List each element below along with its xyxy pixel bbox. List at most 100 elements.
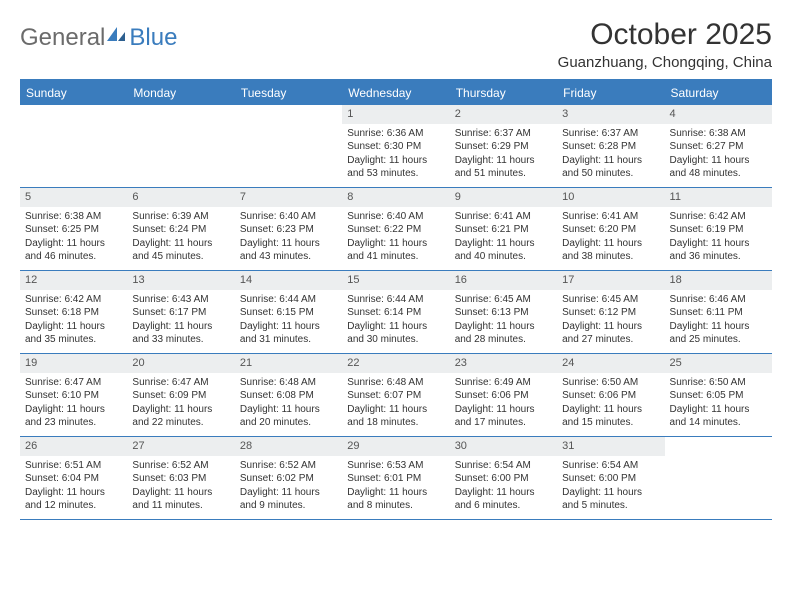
day-number: 31	[557, 437, 664, 456]
day-body: Sunrise: 6:43 AMSunset: 6:17 PMDaylight:…	[127, 290, 234, 352]
day-number: 22	[342, 354, 449, 373]
day-cell: 31Sunrise: 6:54 AMSunset: 6:00 PMDayligh…	[557, 437, 664, 519]
day-info-line: Sunrise: 6:45 AM	[562, 293, 659, 307]
day-info-line: Sunrise: 6:52 AM	[132, 459, 229, 473]
day-number: 24	[557, 354, 664, 373]
day-info-line: Sunset: 6:18 PM	[25, 306, 122, 320]
day-info-line: Sunset: 6:13 PM	[455, 306, 552, 320]
day-info-line: Daylight: 11 hours and 41 minutes.	[347, 237, 444, 264]
day-number: 8	[342, 188, 449, 207]
day-number: 15	[342, 271, 449, 290]
day-info-line: Sunrise: 6:48 AM	[347, 376, 444, 390]
day-number: 30	[450, 437, 557, 456]
day-cell: 22Sunrise: 6:48 AMSunset: 6:07 PMDayligh…	[342, 354, 449, 436]
day-info-line: Sunset: 6:06 PM	[455, 389, 552, 403]
day-info-line: Sunset: 6:07 PM	[347, 389, 444, 403]
day-cell: 16Sunrise: 6:45 AMSunset: 6:13 PMDayligh…	[450, 271, 557, 353]
day-cell: 9Sunrise: 6:41 AMSunset: 6:21 PMDaylight…	[450, 188, 557, 270]
day-body: Sunrise: 6:54 AMSunset: 6:00 PMDaylight:…	[450, 456, 557, 518]
day-body: Sunrise: 6:47 AMSunset: 6:10 PMDaylight:…	[20, 373, 127, 435]
day-info-line: Sunrise: 6:49 AM	[455, 376, 552, 390]
day-info-line: Sunrise: 6:47 AM	[132, 376, 229, 390]
day-body: Sunrise: 6:50 AMSunset: 6:06 PMDaylight:…	[557, 373, 664, 435]
day-header-sunday: Sunday	[20, 81, 127, 105]
day-info-line: Sunrise: 6:38 AM	[25, 210, 122, 224]
day-info-line: Daylight: 11 hours and 31 minutes.	[240, 320, 337, 347]
day-body: Sunrise: 6:40 AMSunset: 6:22 PMDaylight:…	[342, 207, 449, 269]
day-info-line: Sunrise: 6:42 AM	[670, 210, 767, 224]
day-body: Sunrise: 6:39 AMSunset: 6:24 PMDaylight:…	[127, 207, 234, 269]
day-cell: 19Sunrise: 6:47 AMSunset: 6:10 PMDayligh…	[20, 354, 127, 436]
day-header-thursday: Thursday	[450, 81, 557, 105]
day-body: Sunrise: 6:51 AMSunset: 6:04 PMDaylight:…	[20, 456, 127, 518]
day-info-line: Sunrise: 6:48 AM	[240, 376, 337, 390]
day-info-line: Sunset: 6:02 PM	[240, 472, 337, 486]
day-cell	[20, 105, 127, 187]
day-info-line: Sunrise: 6:50 AM	[562, 376, 659, 390]
day-info-line: Daylight: 11 hours and 14 minutes.	[670, 403, 767, 430]
day-info-line: Daylight: 11 hours and 15 minutes.	[562, 403, 659, 430]
day-cell: 20Sunrise: 6:47 AMSunset: 6:09 PMDayligh…	[127, 354, 234, 436]
day-cell: 17Sunrise: 6:45 AMSunset: 6:12 PMDayligh…	[557, 271, 664, 353]
day-cell: 28Sunrise: 6:52 AMSunset: 6:02 PMDayligh…	[235, 437, 342, 519]
day-info-line: Sunrise: 6:37 AM	[455, 127, 552, 141]
day-info-line: Sunrise: 6:54 AM	[562, 459, 659, 473]
day-number: 1	[342, 105, 449, 124]
day-body: Sunrise: 6:49 AMSunset: 6:06 PMDaylight:…	[450, 373, 557, 435]
day-number: 2	[450, 105, 557, 124]
day-body: Sunrise: 6:47 AMSunset: 6:09 PMDaylight:…	[127, 373, 234, 435]
calendar: SundayMondayTuesdayWednesdayThursdayFrid…	[20, 79, 772, 520]
day-body: Sunrise: 6:52 AMSunset: 6:02 PMDaylight:…	[235, 456, 342, 518]
day-cell: 5Sunrise: 6:38 AMSunset: 6:25 PMDaylight…	[20, 188, 127, 270]
day-info-line: Sunrise: 6:40 AM	[240, 210, 337, 224]
day-cell: 1Sunrise: 6:36 AMSunset: 6:30 PMDaylight…	[342, 105, 449, 187]
day-cell: 10Sunrise: 6:41 AMSunset: 6:20 PMDayligh…	[557, 188, 664, 270]
day-info-line: Sunset: 6:29 PM	[455, 140, 552, 154]
day-number: 26	[20, 437, 127, 456]
day-body: Sunrise: 6:41 AMSunset: 6:20 PMDaylight:…	[557, 207, 664, 269]
day-info-line: Sunrise: 6:42 AM	[25, 293, 122, 307]
week-row: 5Sunrise: 6:38 AMSunset: 6:25 PMDaylight…	[20, 188, 772, 271]
day-info-line: Sunset: 6:00 PM	[455, 472, 552, 486]
day-info-line: Sunrise: 6:43 AM	[132, 293, 229, 307]
day-info-line: Daylight: 11 hours and 9 minutes.	[240, 486, 337, 513]
day-cell	[665, 437, 772, 519]
day-info-line: Daylight: 11 hours and 51 minutes.	[455, 154, 552, 181]
day-info-line: Sunset: 6:05 PM	[670, 389, 767, 403]
day-body: Sunrise: 6:42 AMSunset: 6:19 PMDaylight:…	[665, 207, 772, 269]
day-cell: 6Sunrise: 6:39 AMSunset: 6:24 PMDaylight…	[127, 188, 234, 270]
day-info-line: Sunset: 6:08 PM	[240, 389, 337, 403]
day-info-line: Sunset: 6:21 PM	[455, 223, 552, 237]
day-info-line: Sunset: 6:12 PM	[562, 306, 659, 320]
day-body: Sunrise: 6:37 AMSunset: 6:28 PMDaylight:…	[557, 124, 664, 186]
day-info-line: Daylight: 11 hours and 33 minutes.	[132, 320, 229, 347]
day-body: Sunrise: 6:53 AMSunset: 6:01 PMDaylight:…	[342, 456, 449, 518]
day-info-line: Sunset: 6:10 PM	[25, 389, 122, 403]
day-info-line: Daylight: 11 hours and 22 minutes.	[132, 403, 229, 430]
day-info-line: Sunrise: 6:45 AM	[455, 293, 552, 307]
day-info-line: Sunset: 6:00 PM	[562, 472, 659, 486]
day-cell: 2 Sunrise: 6:37 AMSunset: 6:29 PMDaylight…	[450, 105, 557, 187]
day-cell: 3Sunrise: 6:37 AMSunset: 6:28 PMDaylight…	[557, 105, 664, 187]
day-cell: 8Sunrise: 6:40 AMSunset: 6:22 PMDaylight…	[342, 188, 449, 270]
day-info-line: Sunset: 6:25 PM	[25, 223, 122, 237]
day-info-line: Daylight: 11 hours and 45 minutes.	[132, 237, 229, 264]
day-info-line: Sunset: 6:23 PM	[240, 223, 337, 237]
day-body: Sunrise: 6:48 AMSunset: 6:07 PMDaylight:…	[342, 373, 449, 435]
day-number: 21	[235, 354, 342, 373]
day-info-line: Daylight: 11 hours and 18 minutes.	[347, 403, 444, 430]
day-header-tuesday: Tuesday	[235, 81, 342, 105]
day-number: 9	[450, 188, 557, 207]
day-body: Sunrise: 6:38 AMSunset: 6:25 PMDaylight:…	[20, 207, 127, 269]
day-info-line: Sunrise: 6:40 AM	[347, 210, 444, 224]
day-body: Sunrise: 6:42 AMSunset: 6:18 PMDaylight:…	[20, 290, 127, 352]
day-number: 14	[235, 271, 342, 290]
day-info-line: Daylight: 11 hours and 25 minutes.	[670, 320, 767, 347]
day-number: 4	[665, 105, 772, 124]
day-cell: 12Sunrise: 6:42 AMSunset: 6:18 PMDayligh…	[20, 271, 127, 353]
day-body: Sunrise: 6:45 AMSunset: 6:13 PMDaylight:…	[450, 290, 557, 352]
day-info-line: Sunset: 6:09 PM	[132, 389, 229, 403]
day-info-line: Daylight: 11 hours and 48 minutes.	[670, 154, 767, 181]
day-cell: 18Sunrise: 6:46 AMSunset: 6:11 PMDayligh…	[665, 271, 772, 353]
day-info-line: Daylight: 11 hours and 23 minutes.	[25, 403, 122, 430]
